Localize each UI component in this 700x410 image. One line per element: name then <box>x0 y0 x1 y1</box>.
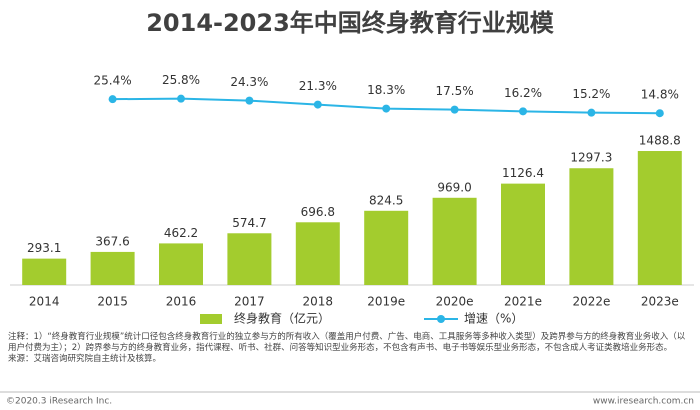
bar-value-label: 696.8 <box>301 205 335 219</box>
bar <box>90 251 135 285</box>
copyright: ©2020.3 iResearch Inc. <box>6 397 112 407</box>
bar <box>295 222 340 285</box>
legend-swatch <box>200 314 222 324</box>
growth-value-label: 17.5% <box>436 84 474 98</box>
bar <box>637 151 682 285</box>
x-tick-label: 2016 <box>166 295 197 309</box>
growth-value-label: 25.4% <box>94 74 132 88</box>
growth-value-label: 15.2% <box>572 87 610 101</box>
chart-title: 2014-2023年中国终身教育行业规模 <box>146 9 555 37</box>
website: www.iresearch.com.cn <box>593 397 694 407</box>
bar <box>432 197 477 285</box>
growth-value-label: 16.2% <box>504 86 542 100</box>
source: 来源：艾瑞咨询研究院自主统计及核算。 <box>8 354 162 364</box>
growth-point <box>655 109 664 118</box>
growth-value-label: 21.3% <box>299 79 337 93</box>
x-tick-label: 2017 <box>234 295 265 309</box>
x-tick-label: 2014 <box>29 295 60 309</box>
notes-block: 注释：1）“终身教育行业规模”统计口径包含终身教育行业的独立参与方的所有收入（覆… <box>8 332 692 365</box>
bar-value-label: 574.7 <box>232 216 266 230</box>
bar-value-label: 367.6 <box>95 234 129 248</box>
x-tick-label: 2018 <box>303 295 334 309</box>
bar <box>159 243 203 285</box>
x-tick-label: 2022e <box>572 295 610 309</box>
legend-label: 终身教育（亿元） <box>234 311 330 326</box>
bar-value-label: 1297.3 <box>570 151 612 165</box>
bar-value-label: 824.5 <box>369 193 403 207</box>
bar <box>22 258 67 285</box>
growth-point <box>382 104 391 113</box>
growth-point <box>450 105 459 114</box>
x-tick-label: 2019e <box>367 295 405 309</box>
growth-point <box>519 107 527 116</box>
x-tick-label: 2021e <box>504 295 542 309</box>
growth-value-label: 14.8% <box>641 88 679 102</box>
x-tick-label: 2023e <box>641 295 679 309</box>
growth-point <box>108 95 117 104</box>
bar <box>501 183 545 285</box>
growth-point <box>587 108 596 117</box>
growth-value-label: 18.3% <box>367 83 405 97</box>
growth-point <box>245 96 254 105</box>
x-tick-label: 2020e <box>436 295 474 309</box>
growth-value-label: 24.3% <box>230 75 268 89</box>
bar-value-label: 293.1 <box>27 241 61 255</box>
bar-value-label: 1126.4 <box>502 166 544 180</box>
x-tick-label: 2015 <box>97 295 128 309</box>
bar <box>364 210 409 285</box>
legend-label: 增速（%） <box>464 312 523 326</box>
bar-value-label: 462.2 <box>164 226 198 240</box>
growth-value-label: 25.8% <box>162 73 200 87</box>
bar-value-label: 1488.8 <box>639 134 681 148</box>
legend-swatch-dot <box>437 315 445 323</box>
growth-point <box>177 94 185 103</box>
bar <box>569 168 614 285</box>
bar-value-label: 969.0 <box>437 180 471 194</box>
bar <box>227 233 272 285</box>
notes: 注释：1）“终身教育行业规模”统计口径包含终身教育行业的独立参与方的所有收入（覆… <box>8 332 686 353</box>
growth-point <box>313 100 322 109</box>
